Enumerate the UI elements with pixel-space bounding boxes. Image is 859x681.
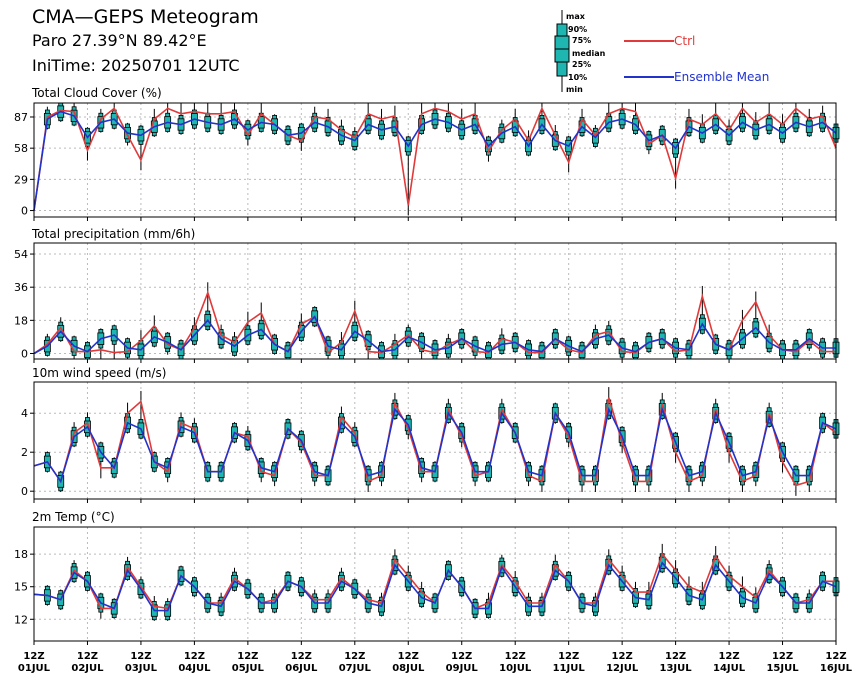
x-tick-hour-label: 12Z bbox=[130, 651, 151, 662]
x-tick-hour-label: 12Z bbox=[398, 651, 419, 662]
y-tick-label: 4 bbox=[21, 407, 28, 420]
location-label: Paro 27.39°N 89.42°E bbox=[32, 31, 207, 50]
legend-ctrl-label: Ctrl bbox=[674, 34, 696, 48]
x-tick-date-label: 07JUL bbox=[339, 663, 372, 674]
y-tick-label: 87 bbox=[14, 111, 28, 124]
y-tick-label: 0 bbox=[21, 485, 28, 498]
x-tick-date-label: 06JUL bbox=[285, 663, 318, 674]
y-tick-label: 29 bbox=[14, 173, 28, 186]
panel-frame bbox=[33, 102, 837, 218]
x-tick-date-label: 10JUL bbox=[499, 663, 532, 674]
panel-frame bbox=[33, 381, 837, 500]
mean-series-line bbox=[33, 406, 837, 484]
x-tick-hour-label: 12Z bbox=[344, 651, 365, 662]
legend-key-10: 10% bbox=[568, 73, 588, 82]
panel-title-3: 2m Temp (°C) bbox=[32, 510, 115, 524]
x-tick-hour-label: 12Z bbox=[612, 651, 633, 662]
init-time-label: IniTime: 20250701 12UTC bbox=[32, 56, 240, 75]
y-tick-label: 0 bbox=[21, 205, 28, 218]
x-tick-date-label: 14JUL bbox=[713, 663, 746, 674]
panel-title-1: Total precipitation (mm/6h) bbox=[31, 227, 195, 241]
y-tick-label: 2 bbox=[21, 446, 28, 459]
x-tick-date-label: 01JUL bbox=[18, 663, 51, 674]
x-tick-hour-label: 12Z bbox=[77, 651, 98, 662]
x-tick-hour-label: 12Z bbox=[772, 651, 793, 662]
x-tick-hour-label: 12Z bbox=[825, 651, 846, 662]
y-tick-label: 18 bbox=[14, 548, 28, 561]
ctrl-series-line bbox=[33, 106, 837, 211]
x-tick-date-label: 03JUL bbox=[125, 663, 158, 674]
legend-key-25: 25% bbox=[572, 60, 592, 69]
x-tick-date-label: 08JUL bbox=[392, 663, 425, 674]
legend-key-75: 75% bbox=[572, 36, 592, 45]
legend-key-max: max bbox=[566, 12, 585, 21]
x-tick-date-label: 11JUL bbox=[553, 663, 586, 674]
mean-series-line bbox=[33, 110, 837, 211]
panel-title-2: 10m wind speed (m/s) bbox=[32, 366, 166, 380]
x-tick-hour-label: 12Z bbox=[451, 651, 472, 662]
boxplot-legend-glyph bbox=[554, 10, 570, 92]
y-tick-label: 58 bbox=[14, 142, 28, 155]
legend-key-median: median bbox=[572, 49, 606, 58]
y-tick-label: 18 bbox=[14, 314, 28, 327]
chart-title: CMA—GEPS Meteogram bbox=[32, 6, 259, 28]
meteogram-header: CMA—GEPS Meteogram Paro 27.39°N 89.42°E … bbox=[0, 0, 859, 100]
x-tick-hour-label: 12Z bbox=[558, 651, 579, 662]
legend: max 90% 75% median 25% 10% min Ctrl Ense… bbox=[550, 8, 850, 96]
x-tick-date-label: 02JUL bbox=[71, 663, 104, 674]
legend-key-min: min bbox=[566, 85, 583, 94]
x-tick-date-label: 13JUL bbox=[660, 663, 693, 674]
x-tick-hour-label: 12Z bbox=[23, 651, 44, 662]
x-tick-date-label: 12JUL bbox=[606, 663, 639, 674]
y-tick-label: 0 bbox=[21, 347, 28, 360]
y-tick-label: 36 bbox=[14, 281, 28, 294]
legend-mean-label: Ensemble Mean bbox=[674, 70, 770, 84]
x-tick-hour-label: 12Z bbox=[505, 651, 526, 662]
x-tick-date-label: 09JUL bbox=[446, 663, 479, 674]
x-tick-hour-label: 12Z bbox=[237, 651, 258, 662]
x-tick-hour-label: 12Z bbox=[665, 651, 686, 662]
mean-series-line bbox=[33, 561, 837, 612]
y-tick-label: 12 bbox=[14, 613, 28, 626]
x-tick-hour-label: 12Z bbox=[291, 651, 312, 662]
legend-lines bbox=[624, 40, 674, 78]
y-tick-label: 15 bbox=[14, 581, 28, 594]
ctrl-series-line bbox=[33, 290, 836, 355]
mean-series-line bbox=[33, 315, 836, 355]
x-tick-date-label: 05JUL bbox=[232, 663, 265, 674]
x-tick-hour-label: 12Z bbox=[718, 651, 739, 662]
x-tick-date-label: 15JUL bbox=[766, 663, 799, 674]
legend-key-90: 90% bbox=[568, 25, 588, 34]
panel-frame bbox=[33, 526, 837, 642]
panel-frame bbox=[33, 242, 837, 360]
x-tick-date-label: 04JUL bbox=[178, 663, 211, 674]
panel-title-0: Total Cloud Cover (%) bbox=[31, 86, 162, 100]
y-tick-label: 54 bbox=[14, 248, 28, 261]
x-tick-hour-label: 12Z bbox=[184, 651, 205, 662]
x-tick-date-label: 16JUL bbox=[820, 663, 853, 674]
